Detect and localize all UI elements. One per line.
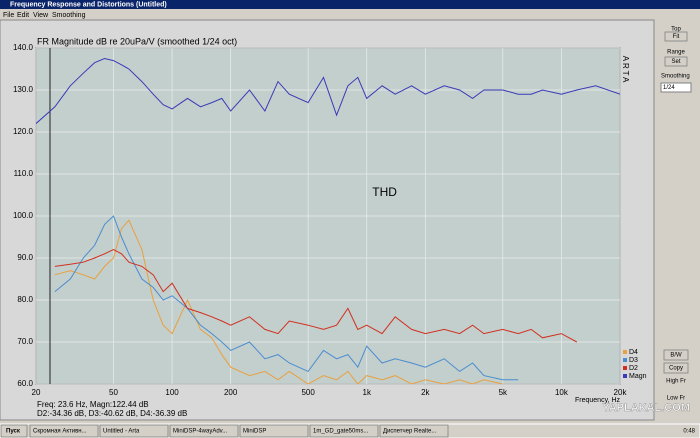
- task-label[interactable]: MiniDSP-4wayAdv...: [173, 429, 228, 435]
- button[interactable]: [664, 56, 688, 67]
- y-tick-label: 140.0: [13, 43, 34, 52]
- dropdown[interactable]: [660, 82, 692, 93]
- status-line: D2:-34.36 dB, D3:-40.62 dB, D4:-36.39 dB: [37, 409, 187, 418]
- y-tick-label: 70.0: [17, 337, 33, 346]
- brand: ARTA: [621, 56, 630, 85]
- task-button[interactable]: [309, 424, 379, 438]
- y-tick-label: 110.0: [14, 169, 34, 178]
- start-button[interactable]: [0, 424, 28, 438]
- x-axis-label: Frequency, Hz: [575, 397, 620, 404]
- label: Low Fr: [667, 396, 685, 402]
- legend-label: Magn: [629, 373, 647, 380]
- menu-item[interactable]: View: [33, 12, 49, 19]
- legend-label: D4: [629, 349, 638, 356]
- menu-item[interactable]: Edit: [17, 12, 29, 19]
- clock: 0:48: [683, 429, 695, 435]
- button-label[interactable]: Fit: [673, 34, 680, 40]
- x-tick-label: 50: [109, 388, 118, 397]
- button[interactable]: [663, 362, 689, 374]
- x-tick-label: 100: [165, 388, 179, 397]
- y-tick-label: 130.0: [13, 85, 34, 94]
- x-tick-label: 500: [301, 388, 315, 397]
- y-tick-label: 80.0: [17, 295, 33, 304]
- dropdown-value[interactable]: 1/24: [663, 85, 675, 91]
- y-tick-label: 90.0: [17, 253, 33, 262]
- watermark: YAPLAKAL.COM: [602, 402, 690, 414]
- button-label[interactable]: Set: [671, 59, 680, 65]
- label: Smoothing: [661, 74, 690, 80]
- chart-title: FR Magnitude dB re 20uPa/V (smoothed 1/2…: [37, 36, 237, 46]
- label: Top: [671, 27, 681, 33]
- task-label[interactable]: 1m_GD_gate50ms...: [313, 429, 369, 435]
- menu-item[interactable]: File: [3, 12, 14, 19]
- x-tick-label: 2k: [421, 388, 430, 397]
- series-line: [36, 57, 620, 124]
- task-label[interactable]: Untitled - Arta: [103, 429, 140, 435]
- legend-swatch: [623, 366, 627, 370]
- button[interactable]: [663, 349, 689, 361]
- task-button[interactable]: [239, 424, 309, 438]
- y-tick-label: 60.0: [17, 379, 33, 388]
- series-line: [54, 249, 578, 343]
- task-label[interactable]: Диспетчер Realte...: [383, 429, 437, 435]
- annotation: THD: [372, 185, 397, 199]
- legend-swatch: [623, 374, 627, 378]
- y-tick-label: 100.0: [13, 211, 34, 220]
- y-tick-label: 120.0: [13, 127, 34, 136]
- x-tick-label: 1k: [363, 388, 372, 397]
- task-button[interactable]: [379, 424, 449, 438]
- menu-item[interactable]: Smoothing: [52, 12, 86, 19]
- x-tick-label: 200: [224, 388, 238, 397]
- task-button[interactable]: [99, 424, 169, 438]
- task-label[interactable]: MiniDSP: [243, 429, 266, 435]
- task-button[interactable]: [169, 424, 239, 438]
- start-label[interactable]: Пуск: [6, 429, 20, 435]
- status-line: Freq: 23.6 Hz, Magn:122.44 dB: [37, 400, 149, 409]
- label: High Fr: [666, 379, 686, 385]
- title-bar: [0, 0, 700, 9]
- button-label[interactable]: Copy: [669, 366, 683, 372]
- x-tick-label: 20k: [614, 388, 628, 397]
- button[interactable]: [664, 31, 688, 42]
- x-tick-label: 20: [32, 388, 41, 397]
- label: Range: [667, 50, 685, 56]
- series-line: [54, 215, 519, 381]
- legend-label: D3: [629, 357, 638, 364]
- x-tick-label: 10k: [555, 388, 569, 397]
- window-title: Frequency Response and Distortions (Unti…: [10, 1, 167, 8]
- button-label[interactable]: B/W: [670, 353, 682, 359]
- task-button[interactable]: [29, 424, 99, 438]
- x-tick-label: 5k: [499, 388, 508, 397]
- legend-label: D2: [629, 365, 638, 372]
- legend-swatch: [623, 358, 627, 362]
- legend-swatch: [623, 350, 627, 354]
- task-label[interactable]: Скромная Активн...: [33, 429, 87, 435]
